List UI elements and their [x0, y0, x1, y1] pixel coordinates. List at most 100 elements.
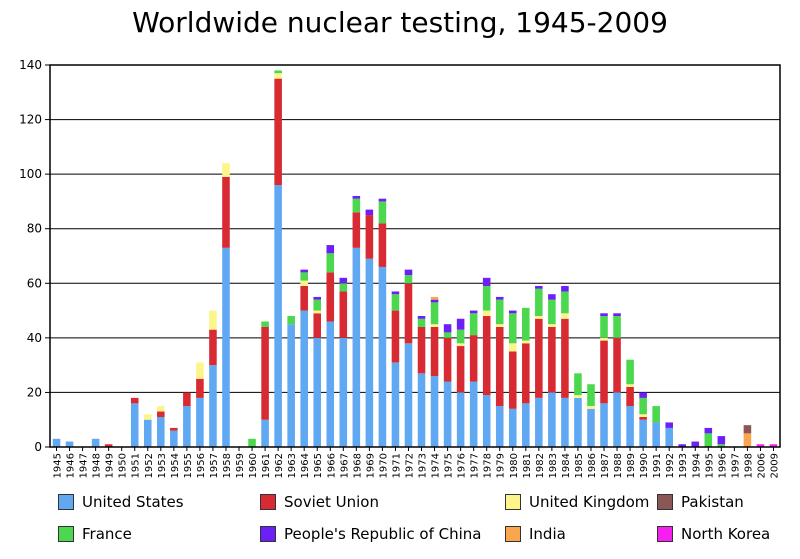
bar-segment — [639, 419, 647, 447]
legend-item: People's Republic of China — [260, 523, 482, 545]
bar-segment — [704, 433, 713, 447]
bar-segment — [548, 326, 556, 393]
bar-segment — [183, 406, 191, 447]
plot-frame — [49, 64, 781, 448]
bar-segment — [443, 381, 452, 447]
legend-swatch — [58, 494, 74, 510]
bar-segment — [469, 381, 478, 447]
bar-segment — [508, 313, 517, 344]
x-tick-label: 1997 — [730, 453, 741, 478]
bar-segment — [508, 351, 517, 409]
bar-segment — [261, 326, 269, 420]
x-tick-label: 1947 — [79, 453, 90, 478]
bar-segment — [274, 70, 282, 74]
bar-segment — [482, 277, 491, 287]
x-tick-label: 1964 — [300, 453, 311, 478]
bar-segment — [352, 195, 361, 199]
bar-segment — [456, 346, 465, 393]
legend-label: Pakistan — [681, 493, 744, 511]
x-tick-label: 1994 — [691, 453, 702, 478]
bar-segment — [391, 294, 400, 311]
bar-segment — [665, 422, 673, 428]
x-tick-label: 1951 — [131, 453, 142, 478]
bar-segment — [548, 294, 556, 300]
bar-segment — [143, 419, 152, 447]
bar-segment — [522, 343, 530, 404]
x-tick-label: 1950 — [118, 453, 129, 478]
bar-segment — [535, 316, 543, 319]
y-tick-label: 20 — [27, 385, 42, 399]
bar-segment — [196, 397, 204, 447]
bar-segment — [130, 403, 139, 447]
x-tick-label: 1996 — [717, 453, 728, 478]
bar-segment — [313, 337, 322, 447]
x-tick-label: 1989 — [626, 453, 637, 478]
y-tick-label: 80 — [27, 222, 42, 236]
x-tick-label: 1960 — [248, 453, 259, 478]
bar-segment — [535, 397, 543, 447]
bar-segment — [378, 223, 387, 267]
bar-segment — [261, 419, 269, 447]
bar-segment — [196, 378, 204, 398]
bar-segment — [456, 318, 465, 330]
x-tick-label: 1980 — [509, 453, 520, 478]
bar-segment — [391, 291, 400, 295]
bar-segment — [548, 324, 556, 327]
x-tick-label: 1946 — [66, 453, 77, 478]
legend-item: United Kingdom — [505, 491, 649, 513]
x-tick-label: 1962 — [274, 453, 285, 478]
bar-segment — [652, 422, 660, 447]
x-tick-label: 1972 — [404, 453, 415, 478]
bar-segment — [339, 291, 348, 338]
bar-segment — [313, 313, 322, 338]
bar-segment — [443, 324, 452, 333]
x-tick-label: 1952 — [144, 453, 155, 478]
bar-segment — [157, 416, 165, 447]
bar-segment — [443, 332, 452, 338]
bar-segment — [613, 392, 621, 447]
bar-segment — [743, 425, 752, 434]
y-tick-label: 40 — [27, 331, 42, 345]
bar-segment — [639, 392, 647, 398]
bar-segment — [626, 406, 634, 447]
bar-segment — [639, 397, 647, 415]
bar-segment — [639, 414, 647, 417]
bar-segment — [743, 433, 752, 447]
bar-segment — [404, 343, 413, 447]
bar-segment — [326, 253, 335, 273]
x-tick-label: 1977 — [470, 453, 481, 478]
bar-segment — [574, 397, 582, 447]
x-tick-label: 1945 — [53, 453, 64, 478]
legend-swatch — [657, 494, 673, 510]
bar-segment — [600, 316, 608, 338]
bar-segment — [469, 313, 478, 336]
bar-segment — [600, 403, 608, 447]
x-tick-label: 1961 — [261, 453, 272, 478]
bar-segment — [561, 313, 569, 319]
x-tick-label: 1973 — [418, 453, 429, 478]
x-tick-label: 1965 — [313, 453, 324, 478]
bar-segment — [600, 340, 608, 404]
legend-swatch — [505, 526, 521, 542]
bar-segment — [482, 395, 491, 447]
bar-segment — [469, 335, 478, 382]
bar-segment — [495, 296, 504, 300]
bar-segment — [378, 266, 387, 447]
bar-segment — [313, 296, 322, 300]
bar-segment — [300, 280, 308, 287]
bars — [52, 70, 778, 448]
bar-segment — [430, 376, 439, 447]
y-tick-label: 0 — [34, 440, 42, 454]
x-tick-label: 1949 — [105, 453, 116, 478]
x-tick-label: 1986 — [587, 453, 598, 478]
x-tick-label: 1981 — [522, 453, 533, 478]
bar-segment — [130, 397, 139, 404]
legend-item: India — [505, 523, 566, 545]
x-tick-label: 1959 — [235, 453, 246, 478]
bar-segment — [417, 373, 426, 447]
bar-segment — [261, 321, 269, 327]
bar-segment — [704, 427, 713, 434]
x-tick-label: 1993 — [678, 453, 689, 478]
bar-segment — [495, 324, 504, 327]
